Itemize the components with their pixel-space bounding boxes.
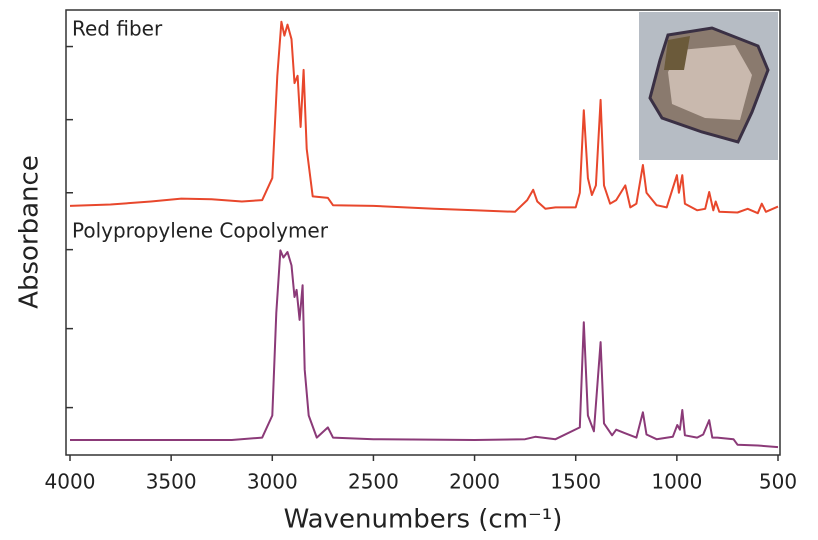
spectrum-line <box>69 20 779 215</box>
x-tick-label: 3000 <box>247 470 298 494</box>
y-axis-label: Absorbance <box>15 155 45 309</box>
x-tick-label: 1000 <box>651 470 702 494</box>
x-tick-label: 3500 <box>146 470 197 494</box>
panel-label: Red fiber <box>72 17 163 41</box>
x-tick-label: 2500 <box>348 470 399 494</box>
panel-label: Polypropylene Copolymer <box>72 219 329 243</box>
x-tick-label: 4000 <box>45 470 96 494</box>
x-tick-label: 2000 <box>449 470 500 494</box>
plot-frame <box>65 9 781 456</box>
x-axis-label: Wavenumbers (cm⁻¹) <box>284 505 563 535</box>
spectrum-line <box>70 249 779 449</box>
x-tick-label: 500 <box>759 470 797 494</box>
inset-photo <box>639 12 778 160</box>
x-tick-label: 1500 <box>550 470 601 494</box>
